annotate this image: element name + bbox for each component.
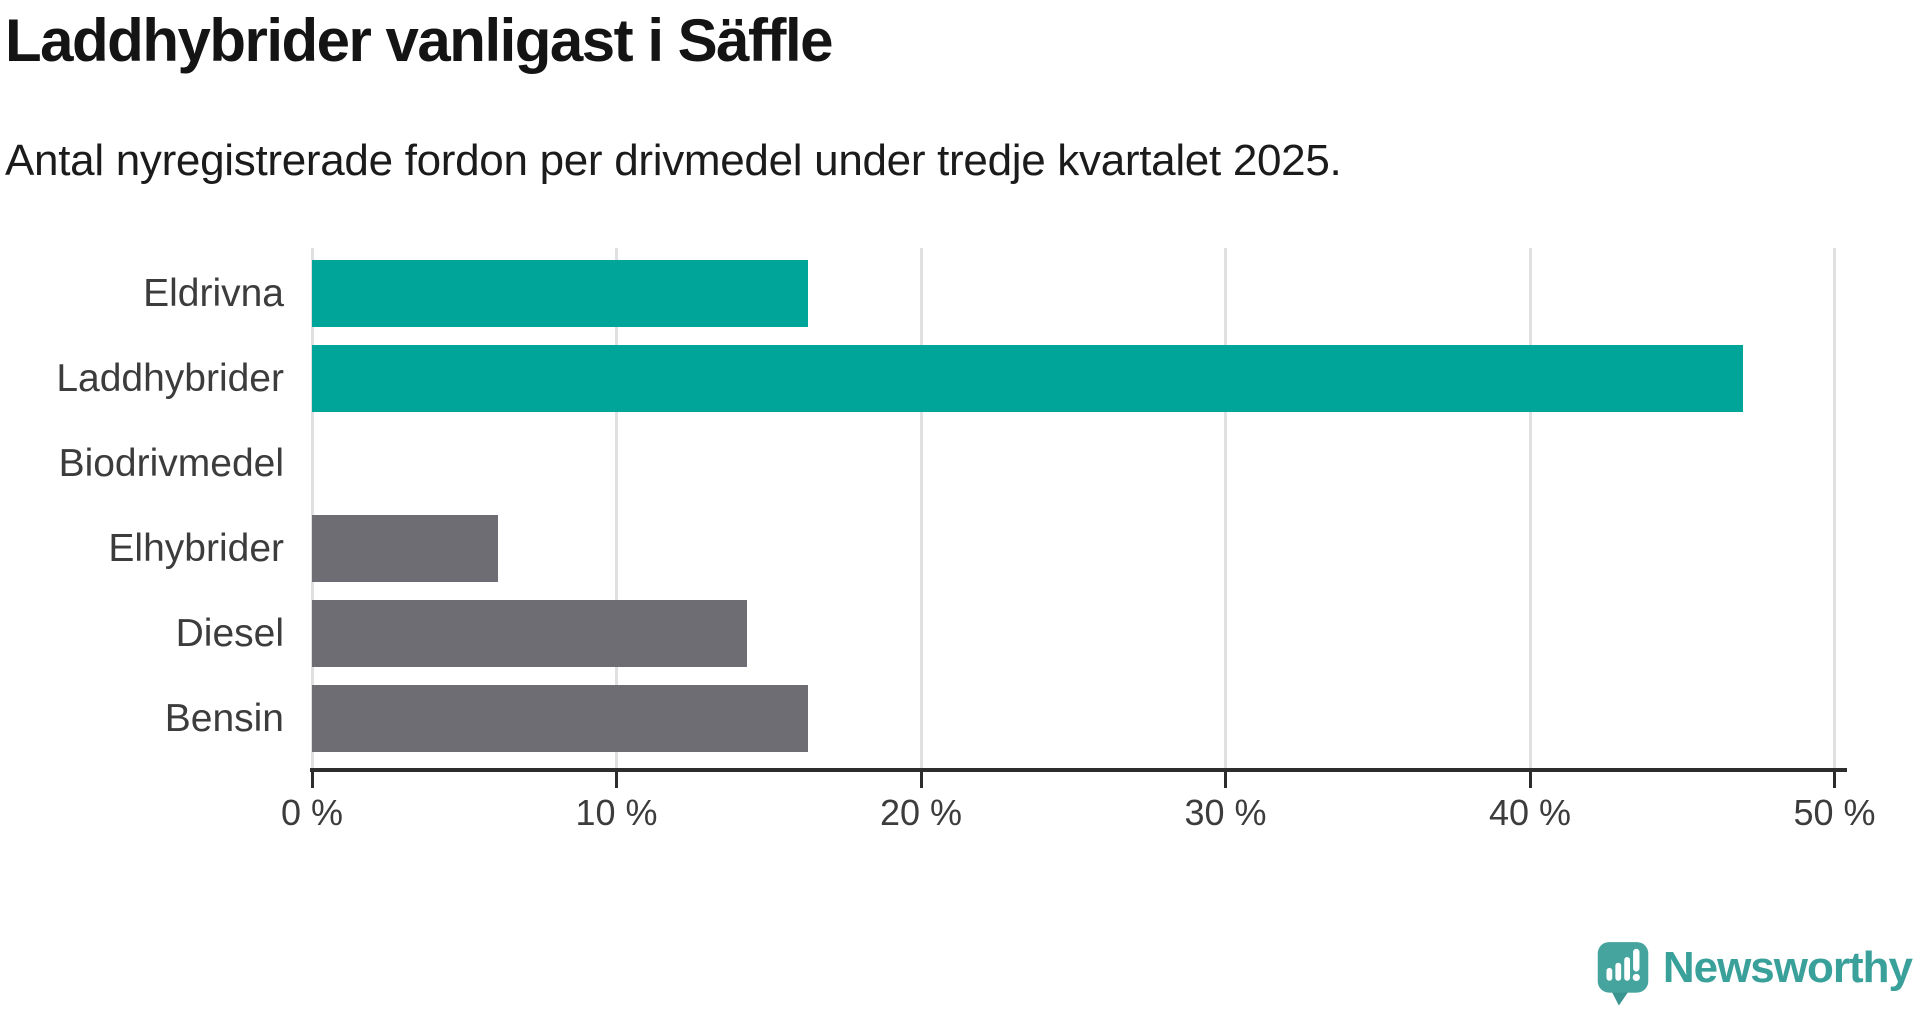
newsworthy-logo[interactable]: Newsworthy	[1596, 940, 1913, 1006]
gridline-20	[919, 248, 923, 768]
x-axis-tick-10	[615, 772, 618, 788]
gridline-30	[1224, 248, 1227, 768]
newsworthy-brand-text: Newsworthy	[1662, 943, 1913, 992]
bar-bensin	[312, 685, 809, 752]
gridline-50	[1833, 248, 1836, 768]
bar-diesel	[312, 600, 748, 667]
x-axis-tick-label: 10 %	[575, 792, 658, 833]
x-axis-tick-label: 40 %	[1488, 792, 1572, 833]
x-axis-tick-50	[1833, 772, 1836, 788]
x-axis-tick-label: 0 %	[280, 792, 344, 833]
newsworthy-logo-icon	[1596, 940, 1650, 1006]
bar-eldrivna	[312, 260, 809, 327]
x-axis-tick-30	[1224, 772, 1227, 788]
bar-laddhybrider	[312, 345, 1744, 412]
gridline-10	[615, 248, 618, 768]
category-label-biodrivmedel: Biodrivmedel	[58, 442, 284, 485]
category-label-eldrivna: Eldrivna	[143, 272, 284, 315]
x-axis-line	[310, 768, 1847, 772]
x-axis-tick-0	[310, 772, 314, 788]
category-label-diesel: Diesel	[175, 612, 284, 655]
x-axis-tick-label: 20 %	[879, 792, 963, 833]
chart-subtitle: Antal nyregistrerade fordon per drivmede…	[5, 136, 1342, 185]
x-axis-tick-20	[919, 772, 923, 788]
bar-elhybrider	[312, 515, 498, 582]
x-axis-tick-label: 30 %	[1184, 792, 1267, 833]
category-label-laddhybrider: Laddhybrider	[56, 357, 284, 400]
chart-title: Laddhybrider vanligast i Säffle	[5, 7, 834, 74]
x-axis-tick-40	[1528, 772, 1532, 788]
category-label-bensin: Bensin	[164, 697, 284, 740]
gridline-40	[1528, 248, 1532, 768]
gridline-0	[310, 248, 314, 768]
category-label-elhybrider: Elhybrider	[108, 527, 284, 570]
x-axis-tick-label: 50 %	[1793, 792, 1876, 833]
